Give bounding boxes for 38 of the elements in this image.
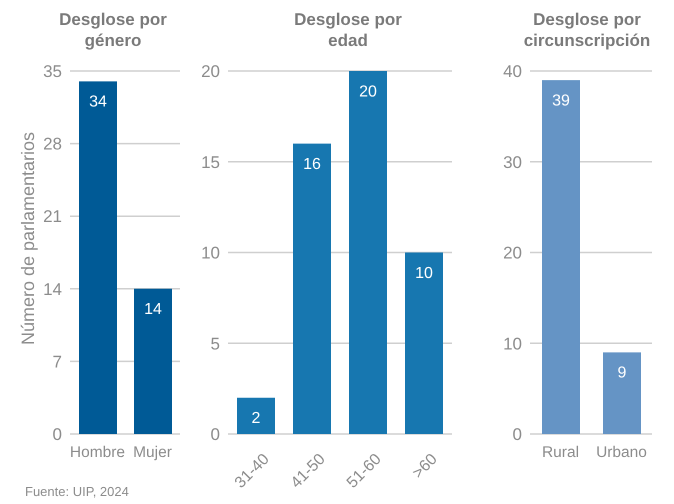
y-tick-label: 5 bbox=[210, 334, 220, 354]
bar bbox=[237, 398, 275, 434]
y-tick-label: 0 bbox=[512, 425, 522, 444]
y-tick-label: 30 bbox=[503, 152, 522, 172]
bar bbox=[405, 252, 443, 434]
data-label: 2 bbox=[252, 410, 261, 428]
y-tick-label: 20 bbox=[503, 244, 522, 263]
y-tick-label: 15 bbox=[201, 152, 220, 172]
data-label: 9 bbox=[618, 364, 627, 382]
chart-title: Desglose por edad bbox=[293, 9, 403, 51]
bar bbox=[293, 144, 331, 434]
y-tick-label: 21 bbox=[43, 207, 62, 226]
y-tick-label: 10 bbox=[503, 334, 522, 354]
x-tick-label: Rural bbox=[542, 444, 580, 462]
x-tick-label: Urbano bbox=[596, 444, 647, 462]
data-label: 10 bbox=[415, 264, 433, 282]
source-note: Fuente: UIP, 2024 bbox=[25, 484, 129, 499]
y-tick-label: 14 bbox=[43, 280, 62, 299]
x-tick-label: >60 bbox=[410, 450, 441, 482]
y-tick-label: 28 bbox=[43, 134, 62, 154]
data-label: 39 bbox=[552, 92, 570, 110]
y-tick-label: 0 bbox=[52, 425, 62, 444]
chart-title: Desglose por género bbox=[58, 9, 168, 51]
y-tick-label: 20 bbox=[201, 62, 220, 82]
y-tick-label: 10 bbox=[201, 244, 220, 263]
data-label: 14 bbox=[144, 301, 162, 318]
data-label: 34 bbox=[89, 94, 107, 111]
bar bbox=[349, 71, 387, 434]
y-tick-label: 7 bbox=[52, 352, 62, 372]
data-label: 16 bbox=[303, 156, 321, 173]
y-tick-label: 40 bbox=[503, 62, 522, 82]
x-tick-label: Mujer bbox=[133, 444, 172, 462]
y-tick-label: 35 bbox=[43, 62, 62, 82]
x-tick-label: Hombre bbox=[70, 444, 126, 462]
y-tick-label: 0 bbox=[210, 425, 220, 444]
chart-title: Desglose por circunscripción bbox=[522, 9, 652, 51]
y-axis-title: Número de parlamentarios bbox=[18, 132, 38, 346]
data-label: 20 bbox=[359, 83, 377, 100]
